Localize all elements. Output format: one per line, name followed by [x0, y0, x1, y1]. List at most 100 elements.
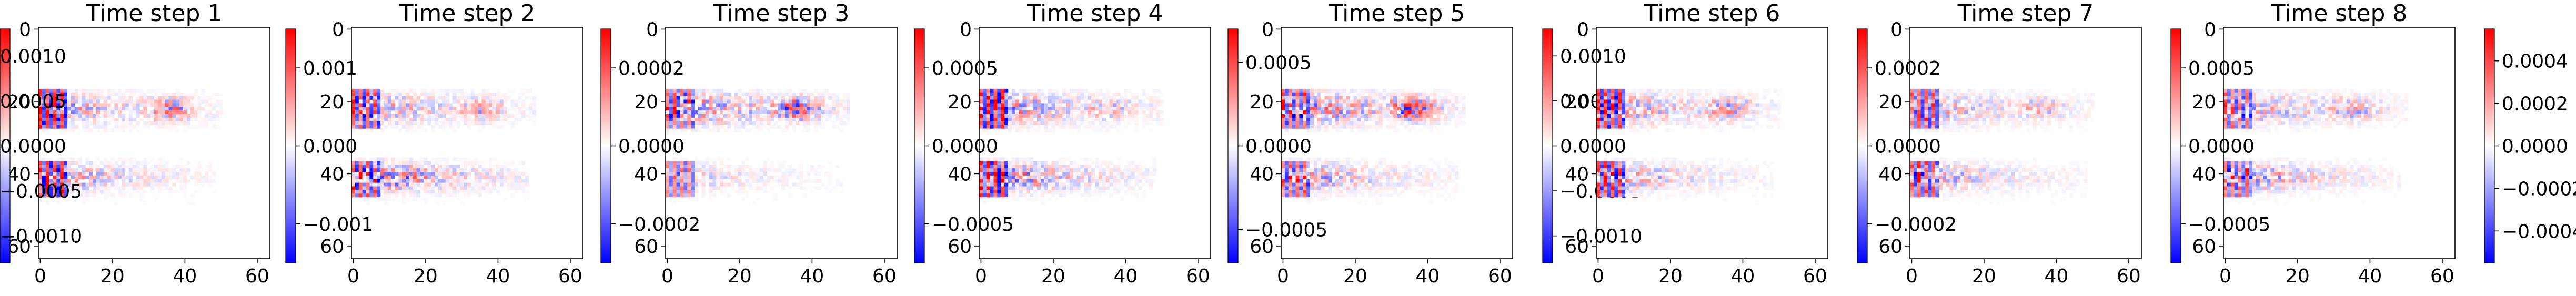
heatmap-cell	[698, 114, 702, 118]
heatmap-cell	[431, 96, 435, 100]
heatmap-cell	[452, 168, 457, 172]
heatmap-cell	[1004, 96, 1009, 100]
heatmap-cell	[979, 197, 983, 201]
heatmap-cell	[128, 165, 133, 169]
heatmap-cell	[96, 125, 100, 129]
heatmap-cell	[683, 193, 688, 198]
heatmap-cell	[503, 161, 507, 165]
heatmap-cell	[680, 88, 684, 93]
heatmap-cell	[1019, 175, 1023, 180]
heatmap-cell	[1030, 92, 1034, 96]
heatmap-cell	[1661, 96, 1665, 100]
heatmap-cell	[122, 103, 126, 107]
heatmap-cell	[979, 99, 983, 104]
heatmap-cell	[784, 172, 789, 176]
heatmap-cell	[997, 179, 1001, 183]
heatmap-cell	[165, 117, 169, 122]
heatmap-cell	[817, 165, 821, 169]
heatmap-cell	[1069, 110, 1074, 115]
heatmap-cell	[489, 92, 493, 96]
heatmap-cell	[738, 121, 742, 125]
heatmap-cell	[1455, 103, 1459, 107]
heatmap-cell	[114, 110, 118, 115]
heatmap-cell	[132, 172, 136, 176]
heatmap-cell	[64, 172, 68, 176]
heatmap-cell	[460, 157, 464, 161]
y-tick-label: 60	[948, 236, 972, 258]
heatmap-cell	[150, 168, 155, 172]
heatmap-cell	[380, 186, 385, 190]
heatmap-cell	[122, 99, 126, 104]
heatmap-cell	[1098, 128, 1103, 132]
heatmap-cell	[1639, 99, 1644, 104]
heatmap-cell	[215, 110, 220, 115]
heatmap-cell	[701, 99, 706, 104]
heatmap-cell	[205, 103, 209, 107]
heatmap-cell	[143, 92, 147, 96]
heatmap-cell	[369, 172, 374, 176]
heatmap-cell	[1451, 190, 1455, 194]
heatmap-cell	[1142, 125, 1146, 129]
heatmap-cell	[492, 125, 497, 129]
heatmap-cell	[1303, 179, 1307, 183]
heatmap-cell	[1766, 92, 1770, 96]
heatmap-cell	[147, 117, 151, 122]
heatmap-cell	[687, 186, 691, 190]
heatmap-cell	[982, 172, 987, 176]
heatmap-cell	[445, 157, 449, 161]
heatmap-cell	[49, 110, 53, 115]
heatmap-cell	[205, 125, 209, 129]
y-tick-label: 60	[320, 236, 344, 258]
heatmap-cell	[828, 182, 832, 187]
heatmap-cell	[1705, 99, 1709, 104]
heatmap-cell	[763, 114, 767, 118]
heatmap-cell	[380, 157, 385, 161]
heatmap-cell	[1037, 107, 1041, 111]
heatmap-cell	[1368, 125, 1372, 129]
heatmap-cell	[784, 107, 789, 111]
heatmap-cell	[1022, 92, 1027, 96]
heatmap-cell	[194, 125, 198, 129]
heatmap-cell	[373, 182, 377, 187]
heatmap-cell	[723, 99, 728, 104]
heatmap-cell	[89, 88, 93, 93]
heatmap-cell	[1076, 168, 1081, 172]
heatmap-cell	[118, 175, 122, 180]
heatmap-cell	[799, 110, 803, 115]
heatmap-cell	[1127, 168, 1132, 172]
heatmap-cell	[1415, 117, 1419, 122]
heatmap-cell	[1295, 117, 1300, 122]
heatmap-cell	[979, 172, 983, 176]
heatmap-cell	[1730, 92, 1734, 96]
heatmap-cell	[1292, 92, 1296, 96]
heatmap-cell	[1142, 92, 1146, 96]
heatmap-cell	[1378, 193, 1383, 198]
heatmap-cell	[1022, 186, 1027, 190]
heatmap-cell	[507, 186, 511, 190]
heatmap-cell	[1342, 114, 1347, 118]
heatmap-cell	[42, 110, 46, 115]
heatmap-cell	[1113, 103, 1117, 107]
heatmap-cell	[143, 107, 147, 111]
heatmap-cell	[669, 193, 673, 198]
x-tick-label: 60	[1488, 266, 1512, 287]
heatmap-cell	[1755, 96, 1759, 100]
heatmap-cell	[139, 168, 144, 172]
heatmap-cell	[358, 165, 363, 169]
heatmap-cell	[738, 175, 742, 180]
heatmap-cell	[1622, 99, 1626, 104]
heatmap-cell	[1390, 92, 1394, 96]
heatmap-cell	[676, 99, 680, 104]
heatmap-cell	[1625, 88, 1629, 93]
heatmap-cell	[514, 103, 518, 107]
heatmap-cell	[114, 103, 118, 107]
heatmap-cell	[452, 172, 457, 176]
heatmap-cell	[695, 190, 699, 194]
heatmap-cell	[666, 114, 670, 118]
heatmap-cell	[1288, 172, 1292, 176]
heatmap-cell	[1033, 175, 1038, 180]
heatmap-cell	[1142, 193, 1146, 198]
heatmap-cell	[720, 168, 724, 172]
heatmap-cell	[93, 96, 97, 100]
heatmap-cell	[42, 121, 46, 125]
